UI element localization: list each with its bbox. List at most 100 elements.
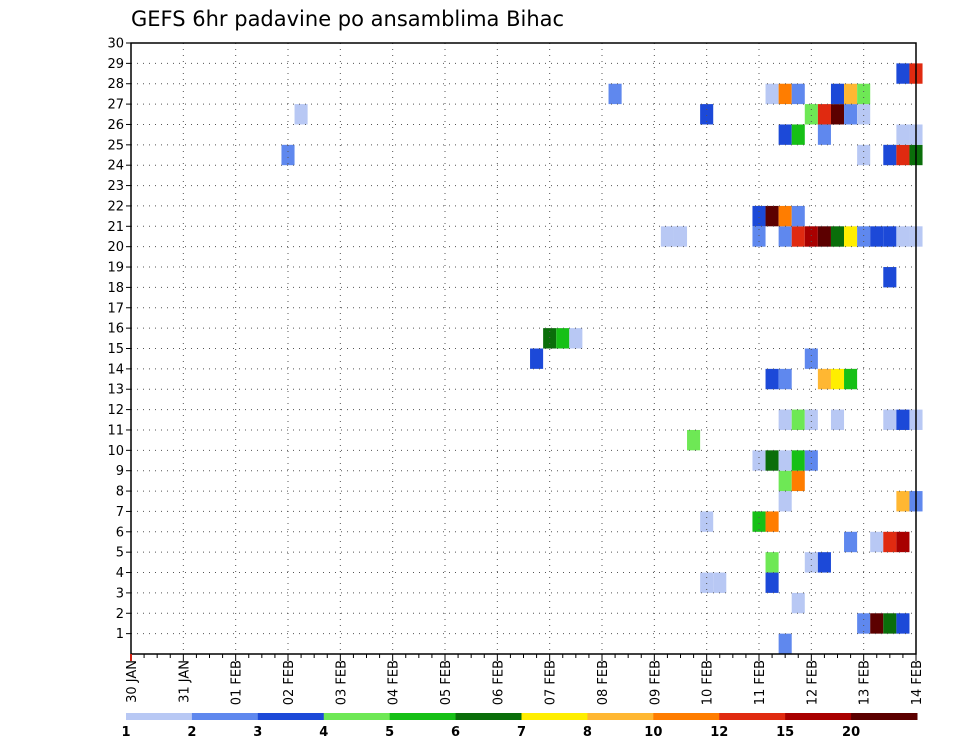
x-tick-label: 10 FEB [701,660,716,705]
colorbar-swatch [455,713,522,720]
chart-title: GEFS 6hr padavine po ansamblima Bihac [131,7,564,31]
precip-cell [687,429,701,451]
x-tick-label: 09 FEB [648,660,663,705]
precip-cell [883,531,897,553]
x-tick-label: 02 FEB [282,660,297,705]
y-tick-label: 19 [107,261,124,276]
x-axis: 30 JAN 31 JAN 01 FEB 02 FEB 03 FEB 04 FEB 05 F… [125,654,925,705]
precip-cell [778,409,792,430]
precip-cell [765,450,779,471]
precip-cell [791,592,805,614]
precip-cell [778,368,792,390]
colorbar-label: 4 [319,725,328,740]
precip-cell [857,83,871,105]
precip-cell [752,511,766,532]
y-tick-label: 4 [116,566,124,581]
precip-cell [817,124,831,145]
x-tick-label: 03 FEB [334,660,349,705]
precip-cell [804,226,818,247]
precip-cell [778,450,792,471]
y-tick-label: 5 [116,546,124,561]
precip-cell [844,226,858,247]
y-tick-label: 10 [107,444,124,459]
y-tick-label: 11 [107,423,124,438]
precip-cell [896,144,910,166]
precip-cell [857,144,871,166]
precip-cell [778,83,792,105]
precip-cell [804,104,818,125]
y-tick-label: 25 [107,138,124,153]
colorbar-swatch [323,713,391,720]
precip-cell [844,104,858,125]
y-tick-label: 30 [107,37,124,52]
precip-cell [543,328,557,349]
colorbar-swatch [785,713,852,720]
x-tick-label: 01 FEB [230,660,245,705]
y-tick-label: 22 [107,199,124,214]
precip-cell [830,226,845,247]
colorbar-swatch [653,713,720,720]
precip-cell [844,368,858,390]
precip-cell [830,409,845,430]
precip-cell [778,633,792,654]
y-tick-label: 18 [107,281,124,296]
precip-cell [752,450,766,471]
colorbar-label: 12 [710,725,728,740]
precip-cell [817,226,831,247]
precip-cell [830,368,845,390]
x-tick-label: 08 FEB [596,660,611,705]
y-axis: 1234567891011121314151617181920212223242… [107,37,131,642]
precip-cell [700,511,714,532]
precip-cell [896,491,910,512]
y-tick-label: 3 [116,586,124,601]
precip-cell [660,226,674,247]
precip-cell [765,83,779,105]
precip-cell [530,348,544,369]
precip-cell [857,613,871,634]
precip-cell [778,205,792,227]
colorbar-label: 7 [517,725,526,740]
x-tick-label: 04 FEB [387,660,402,705]
precip-cell [765,368,779,390]
precip-cell [817,368,831,390]
x-tick-label: 30 JAN [125,660,140,703]
x-tick-label: 11 FEB [753,660,768,705]
precip-cell [700,104,714,125]
colorbar-label: 8 [583,725,592,740]
y-tick-label: 9 [116,464,124,479]
precip-cell [896,124,910,145]
precip-cell [673,226,688,247]
x-tick-label: 13 FEB [858,660,873,705]
x-origin-marker [130,654,132,661]
colorbar-label: 10 [644,725,662,740]
precip-cell [857,104,871,125]
colorbar-swatch [126,713,193,720]
precip-cell [830,83,845,105]
colorbar-label: 15 [776,725,794,740]
precip-cell [804,450,818,471]
precip-cell [569,328,583,349]
x-tick-label: 06 FEB [491,660,506,705]
precip-cell [896,63,910,84]
precip-cell [791,470,805,492]
precip-cell [817,552,831,573]
precip-cell [752,205,766,227]
y-tick-label: 23 [107,179,124,194]
precip-cell [896,226,910,247]
precip-cell [608,83,622,105]
y-tick-label: 8 [116,485,124,500]
precip-cell [883,226,897,247]
precip-cell [765,572,779,593]
y-tick-label: 7 [116,505,124,520]
y-tick-label: 14 [107,362,124,377]
precip-cell [896,531,910,553]
x-tick-label: 05 FEB [439,660,454,705]
precip-cell [778,226,792,247]
precip-cell [896,409,910,430]
precip-cell [791,124,805,145]
y-tick-label: 1 [116,627,124,642]
precip-cell [791,409,805,430]
y-tick-label: 2 [116,607,124,622]
precip-cell [817,104,831,125]
precip-cell [765,511,779,532]
